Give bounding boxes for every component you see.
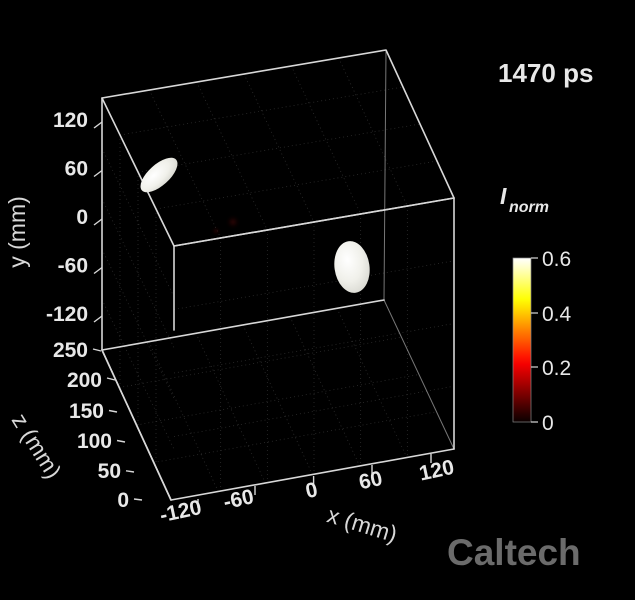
svg-text:-120: -120	[158, 496, 204, 527]
svg-text:0.4: 0.4	[542, 303, 572, 326]
svg-text:60: 60	[65, 158, 88, 181]
svg-text:y (mm): y (mm)	[4, 196, 30, 268]
svg-text:-120: -120	[46, 303, 88, 326]
svg-text:120: 120	[53, 109, 88, 132]
svg-text:norm: norm	[509, 199, 549, 216]
svg-text:z (mm): z (mm)	[7, 409, 67, 483]
svg-text:150: 150	[69, 400, 104, 423]
svg-text:-60: -60	[221, 485, 255, 514]
svg-text:I: I	[500, 183, 507, 209]
svg-text:250: 250	[53, 339, 88, 362]
svg-text:100: 100	[77, 430, 112, 453]
svg-text:0: 0	[76, 206, 88, 229]
svg-text:0: 0	[304, 478, 320, 503]
svg-text:0.6: 0.6	[542, 248, 571, 271]
svg-text:x (mm): x (mm)	[324, 501, 400, 547]
svg-text:200: 200	[67, 369, 102, 392]
svg-text:50: 50	[98, 460, 121, 483]
svg-text:0.2: 0.2	[542, 357, 571, 380]
svg-text:Caltech: Caltech	[447, 532, 581, 573]
svg-text:0: 0	[117, 489, 129, 512]
svg-text:0: 0	[542, 412, 554, 435]
svg-text:120: 120	[417, 456, 456, 486]
svg-text:1470 ps: 1470 ps	[498, 58, 593, 88]
svg-text:60: 60	[357, 467, 385, 494]
svg-text:-60: -60	[58, 255, 88, 278]
